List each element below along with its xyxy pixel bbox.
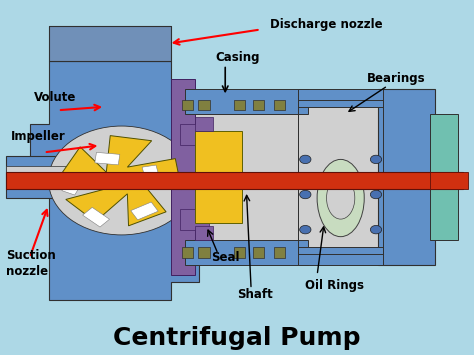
Text: Seal: Seal [211, 251, 239, 264]
Bar [48, 26, 171, 61]
Bar [198, 100, 210, 110]
Circle shape [300, 190, 311, 199]
Circle shape [300, 225, 311, 234]
Bar [185, 89, 308, 114]
Text: Shaft: Shaft [237, 288, 273, 301]
Bar [274, 100, 285, 110]
Circle shape [370, 155, 382, 164]
Polygon shape [61, 136, 182, 226]
Bar [195, 131, 242, 223]
Bar [181, 124, 209, 145]
Bar [6, 172, 463, 189]
Circle shape [370, 190, 382, 199]
Ellipse shape [317, 159, 364, 237]
Bar [131, 202, 158, 220]
Bar [430, 114, 458, 240]
Polygon shape [30, 61, 199, 300]
Bar [95, 152, 120, 165]
Bar [378, 89, 435, 265]
Ellipse shape [327, 177, 355, 219]
Text: Impeller: Impeller [11, 130, 65, 143]
Bar [253, 247, 264, 258]
Circle shape [48, 126, 195, 235]
Bar [62, 175, 84, 195]
Bar [6, 166, 72, 187]
Circle shape [370, 225, 382, 234]
Bar [234, 100, 245, 110]
Bar [185, 240, 308, 265]
Bar [234, 247, 245, 258]
Bar [182, 100, 193, 110]
Bar [298, 100, 383, 254]
Bar [181, 209, 209, 230]
Bar [195, 107, 298, 247]
Bar [198, 247, 210, 258]
Bar [298, 89, 383, 107]
Bar [171, 79, 195, 275]
Bar [142, 165, 161, 184]
Text: Centrifugal Pump: Centrifugal Pump [113, 327, 361, 350]
Text: Oil Rings: Oil Rings [305, 279, 365, 292]
Text: Volute: Volute [35, 92, 77, 104]
Bar [253, 100, 264, 110]
Bar [430, 172, 468, 189]
Bar [195, 117, 213, 131]
Text: Casing: Casing [216, 51, 260, 64]
Bar [6, 156, 63, 198]
Text: Suction
nozzle: Suction nozzle [6, 248, 56, 278]
Bar [298, 100, 383, 254]
Text: Discharge nozzle: Discharge nozzle [270, 18, 383, 31]
Circle shape [300, 155, 311, 164]
Bar [82, 207, 109, 227]
Bar [298, 247, 383, 265]
Bar [195, 226, 213, 240]
Bar [274, 247, 285, 258]
Bar [48, 26, 171, 61]
Text: Bearings: Bearings [366, 72, 425, 85]
Bar [182, 247, 193, 258]
